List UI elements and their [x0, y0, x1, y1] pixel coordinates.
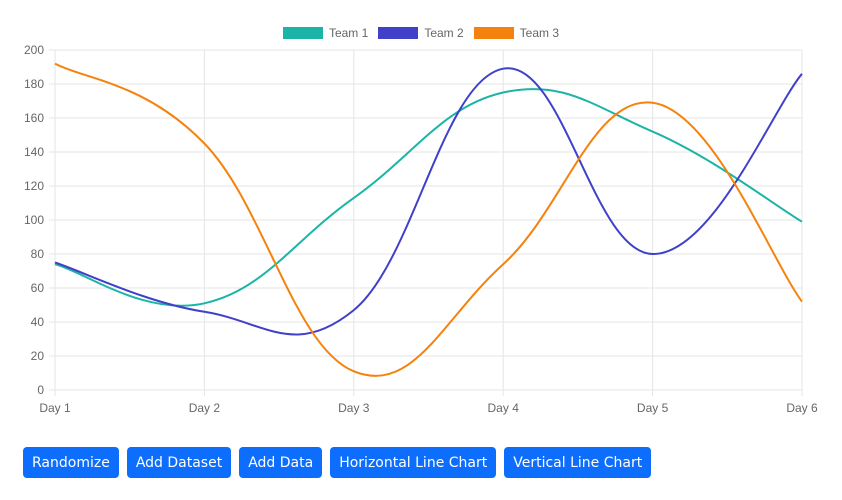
x-tick-label: Day 6	[786, 401, 818, 415]
x-tick-label: Day 4	[488, 401, 520, 415]
legend-label: Team 1	[328, 26, 369, 40]
horizontal-line-chart-button[interactable]: Horizontal Line Chart	[330, 447, 497, 478]
x-tick-label: Day 5	[637, 401, 669, 415]
y-tick-label: 80	[31, 247, 45, 261]
x-tick-label: Day 1	[39, 401, 71, 415]
series-line-team-2	[54, 67, 803, 336]
y-tick-label: 200	[24, 43, 44, 57]
y-tick-label: 180	[24, 77, 44, 91]
randomize-button[interactable]: Randomize	[23, 447, 119, 478]
y-tick-label: 160	[24, 111, 44, 125]
series-line-team-3	[54, 62, 803, 377]
y-tick-label: 60	[31, 281, 45, 295]
legend-label: Team 3	[519, 26, 560, 40]
y-tick-label: 40	[31, 315, 45, 329]
vertical-line-chart-button[interactable]: Vertical Line Chart	[504, 447, 652, 478]
legend-item-team-3[interactable]: Team 3	[473, 26, 560, 40]
chart-legend: Team 1 Team 2 Team 3	[0, 26, 842, 40]
y-tick-label: 20	[31, 349, 45, 363]
line-chart: 0 20 40 60 80 100 120 140 160 180 200 Day 1 Day 2 Day…	[24, 43, 818, 415]
y-tick-label: 0	[37, 383, 44, 397]
legend-swatch-team-2	[378, 27, 419, 39]
legend-swatch-team-1	[282, 27, 323, 39]
button-bar: Randomize Add Dataset Add Data Horizonta…	[23, 447, 652, 478]
add-data-button[interactable]: Add Data	[239, 447, 323, 478]
add-dataset-button[interactable]: Add Dataset	[126, 447, 232, 478]
x-tick-label: Day 2	[189, 401, 221, 415]
y-tick-label: 120	[24, 179, 44, 193]
x-tick-label: Day 3	[338, 401, 370, 415]
legend-item-team-1[interactable]: Team 1	[282, 26, 369, 40]
y-tick-label: 100	[24, 213, 44, 227]
legend-item-team-2[interactable]: Team 2	[378, 26, 464, 40]
series-line-team-1	[54, 88, 803, 307]
legend-swatch-team-3	[473, 27, 514, 39]
y-tick-label: 140	[24, 145, 44, 159]
legend-label: Team 2	[424, 26, 464, 40]
